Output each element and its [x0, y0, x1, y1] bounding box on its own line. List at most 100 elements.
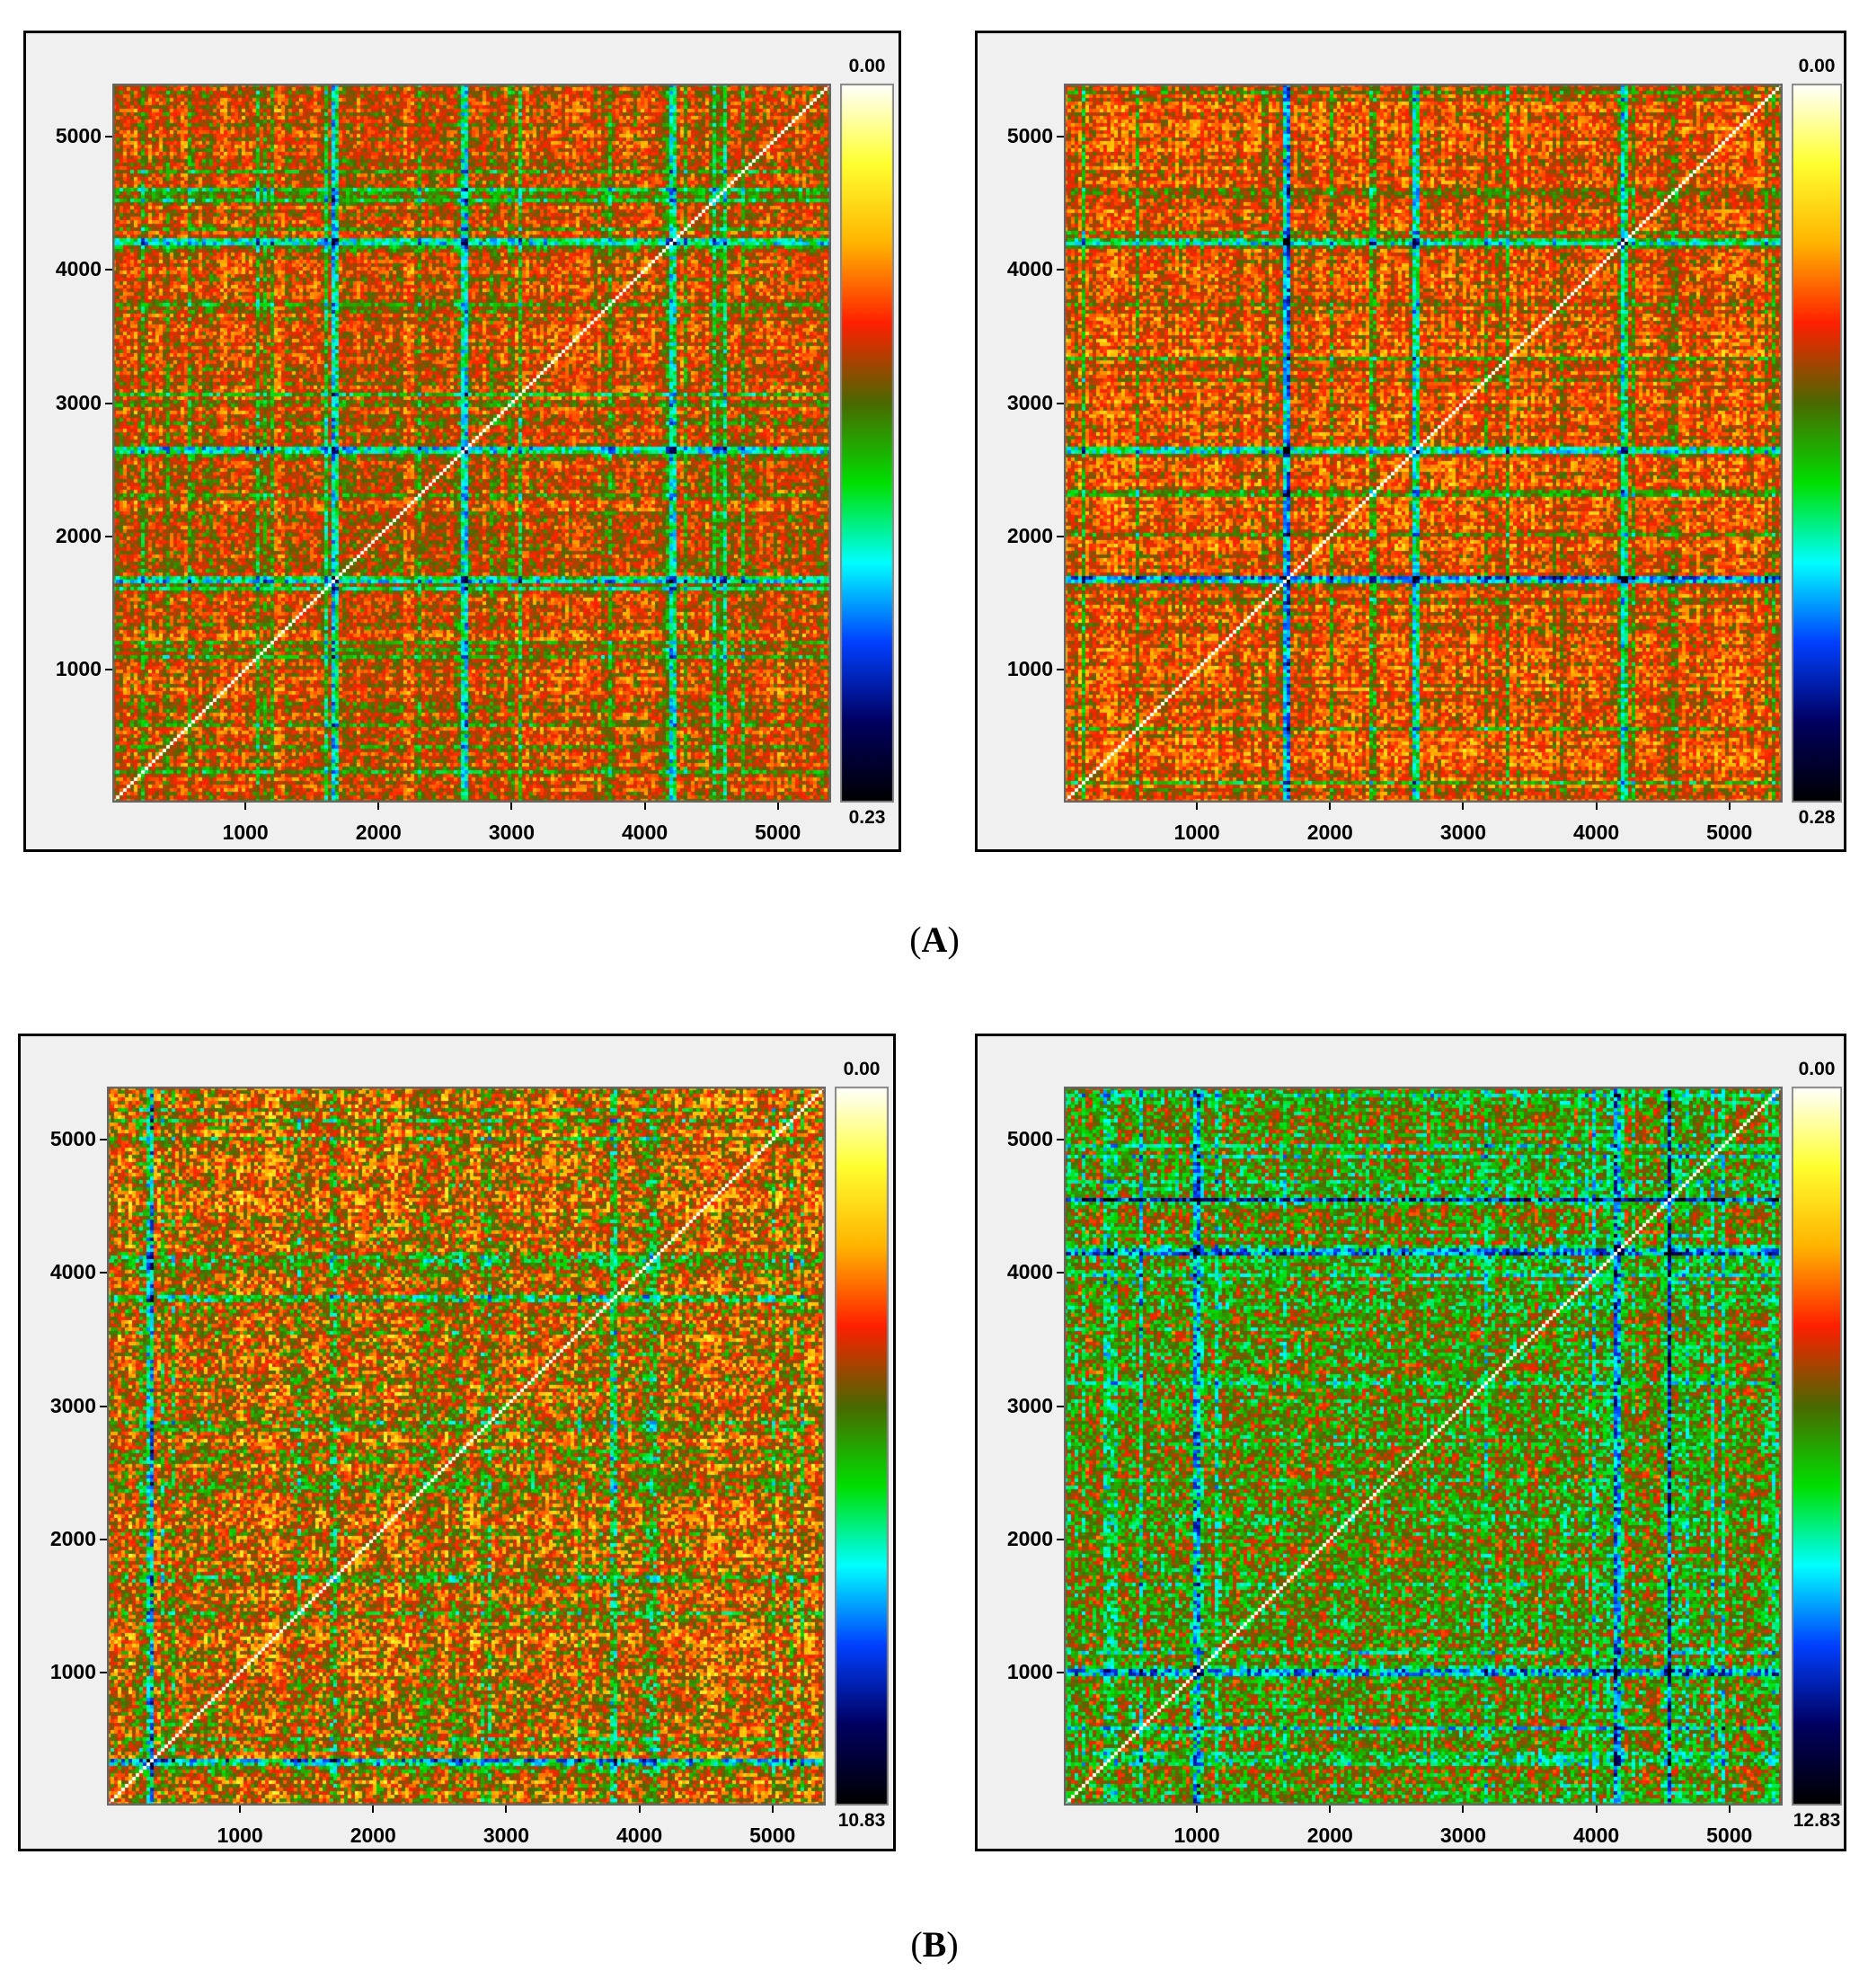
y-tick-mark	[1057, 1671, 1064, 1673]
y-tick-label: 3000	[55, 390, 102, 414]
x-tick-mark	[643, 803, 646, 810]
y-tick-mark	[1057, 1272, 1064, 1274]
colorbar-bottom-label: 0.28	[1798, 807, 1836, 828]
caption-a: (A)	[909, 919, 960, 960]
y-tick-mark	[105, 668, 112, 670]
y-tick-mark	[100, 1139, 107, 1141]
x-tick-mark	[1462, 1806, 1465, 1813]
y-tick-label: 2000	[1006, 523, 1053, 547]
x-tick-label: 3000	[1439, 1824, 1487, 1847]
y-tick-label: 1000	[1006, 1659, 1053, 1683]
y-tick-label: 2000	[1006, 1526, 1053, 1550]
x-tick-label: 5000	[1706, 1824, 1753, 1847]
y-tick-mark	[100, 1405, 107, 1407]
x-tick-mark	[1196, 1806, 1199, 1813]
heatmap-plot	[112, 84, 831, 803]
x-tick-mark	[1595, 1806, 1598, 1813]
x-tick-label: 4000	[1572, 821, 1620, 844]
x-tick-mark	[1728, 803, 1731, 810]
colorbar	[840, 84, 894, 803]
x-tick-label: 1000	[1173, 821, 1220, 844]
y-tick-label: 2000	[49, 1526, 96, 1550]
y-tick-label: 5000	[1006, 124, 1053, 148]
colorbar-top-label: 0.00	[848, 56, 886, 76]
colorbar-top-label: 0.00	[1798, 56, 1836, 76]
x-tick-label: 4000	[615, 1824, 663, 1847]
x-tick-label: 3000	[488, 821, 536, 844]
y-tick-label: 3000	[1006, 1393, 1053, 1417]
x-tick-label: 3000	[1439, 821, 1487, 844]
heatmap-panel-b-left: 0.00 10.83 1000 2000 3000 4000 5000 1000 2000 3…	[18, 1034, 896, 1851]
y-tick-mark	[1057, 1538, 1064, 1540]
y-tick-mark	[105, 269, 112, 271]
x-tick-mark	[239, 1806, 242, 1813]
colorbar-bottom-label: 10.83	[837, 1810, 886, 1831]
x-tick-mark	[377, 803, 380, 810]
y-tick-label: 4000	[1006, 1260, 1053, 1284]
x-tick-label: 1000	[1173, 1824, 1220, 1847]
colorbar	[1792, 84, 1842, 803]
y-tick-mark	[1057, 402, 1064, 404]
x-tick-mark	[1329, 803, 1332, 810]
x-tick-mark	[776, 803, 779, 810]
colorbar-bottom-label: 0.23	[848, 807, 886, 828]
y-tick-label: 5000	[49, 1127, 96, 1151]
x-tick-mark	[244, 803, 247, 810]
y-tick-label: 5000	[55, 124, 102, 148]
heatmap-plot	[1064, 84, 1783, 803]
caption-b: (B)	[910, 1924, 959, 1965]
y-tick-mark	[105, 402, 112, 404]
x-tick-label: 4000	[1572, 1824, 1620, 1847]
x-tick-label: 5000	[749, 1824, 796, 1847]
x-tick-label: 2000	[355, 821, 402, 844]
x-tick-mark	[505, 1806, 508, 1813]
y-tick-label: 5000	[1006, 1127, 1053, 1151]
y-tick-label: 3000	[49, 1393, 96, 1417]
y-tick-mark	[1057, 535, 1064, 537]
y-tick-mark	[100, 1272, 107, 1274]
y-tick-label: 4000	[55, 257, 102, 281]
x-tick-mark	[372, 1806, 375, 1813]
y-tick-label: 4000	[49, 1260, 96, 1284]
x-tick-label: 5000	[755, 821, 801, 844]
x-tick-label: 1000	[222, 821, 269, 844]
x-tick-label: 1000	[217, 1824, 263, 1847]
x-tick-label: 2000	[350, 1824, 396, 1847]
x-tick-label: 4000	[621, 821, 668, 844]
x-tick-label: 2000	[1306, 1824, 1353, 1847]
y-tick-mark	[100, 1538, 107, 1540]
y-tick-label: 3000	[1006, 390, 1053, 414]
colorbar-bottom-label: 12.83	[1793, 1810, 1841, 1831]
heatmap-plot	[107, 1087, 826, 1806]
y-tick-mark	[1057, 668, 1064, 670]
x-tick-mark	[771, 1806, 774, 1813]
x-tick-mark	[1595, 803, 1598, 810]
heatmap-panel-a-right: 0.00 0.28 1000 2000 3000 4000 5000 1000 2000 30…	[975, 31, 1846, 852]
y-tick-label: 4000	[1006, 257, 1053, 281]
y-tick-mark	[1057, 136, 1064, 138]
y-tick-mark	[105, 136, 112, 138]
y-tick-mark	[105, 535, 112, 537]
colorbar-top-label: 0.00	[843, 1059, 881, 1079]
y-tick-label: 1000	[55, 656, 102, 680]
heatmap-panel-b-right: 0.00 12.83 1000 2000 3000 4000 5000 1000 2000 3…	[975, 1034, 1846, 1851]
heatmap-plot	[1064, 1087, 1783, 1806]
x-tick-label: 5000	[1706, 821, 1753, 844]
y-tick-label: 2000	[55, 523, 102, 547]
heatmap-panel-a-left: 0.00 0.23 1000 2000 3000 4000 5000 1000 2000 30…	[23, 31, 901, 852]
colorbar-top-label: 0.00	[1798, 1059, 1836, 1079]
x-tick-mark	[1196, 803, 1199, 810]
y-tick-mark	[1057, 269, 1064, 271]
colorbar	[1792, 1087, 1842, 1806]
x-tick-mark	[1329, 1806, 1332, 1813]
x-tick-label: 2000	[1306, 821, 1353, 844]
y-tick-mark	[1057, 1405, 1064, 1407]
x-tick-mark	[1462, 803, 1465, 810]
y-tick-mark	[100, 1671, 107, 1673]
x-tick-label: 3000	[482, 1824, 530, 1847]
y-tick-mark	[1057, 1139, 1064, 1141]
y-tick-label: 1000	[1006, 656, 1053, 680]
x-tick-mark	[1728, 1806, 1731, 1813]
x-tick-mark	[510, 803, 513, 810]
y-tick-label: 1000	[49, 1659, 96, 1683]
